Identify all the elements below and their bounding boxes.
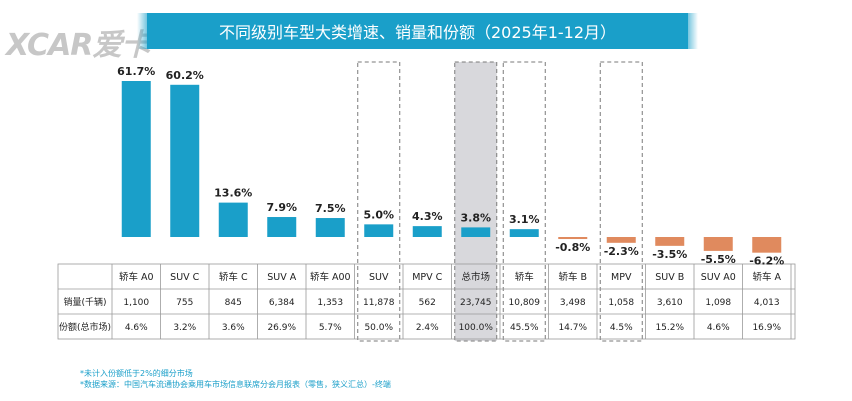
table-border [57,263,796,340]
table-header-cell: SUV B [655,272,684,283]
bar-0 [121,81,151,237]
footnote-source: *数据来源：中国汽车流通协会乘用车市场信息联席分会月报表（零售，狭义汇总）-终端 [80,380,391,389]
table-cell: 755 [176,298,193,308]
data-label-9: -0.8% [555,241,590,254]
bar-6 [412,226,442,237]
bar-10 [606,237,636,243]
table-header-cell: 轿车 A00 [310,271,351,283]
table-cell: 45.5% [510,323,539,333]
table-cell: 50.0% [364,323,393,333]
table-cell: 845 [225,298,242,308]
table-cell: 4.6% [707,323,730,333]
bar-4 [315,218,345,237]
table-header-cell: MPV C [412,272,442,283]
table-cell: 3,610 [657,298,683,308]
table-row-label: 份额(总市场) [59,321,111,333]
table-cell: 562 [419,298,436,308]
table-cell: 16.9% [752,323,781,333]
data-label-7: 3.8% [460,211,491,224]
data-label-6: 4.3% [412,210,443,223]
table-cell: 15.2% [655,323,684,333]
data-label-4: 7.5% [315,202,346,215]
table-cell: 6,384 [269,298,295,308]
table-cell: 11,878 [363,298,395,308]
bar-11 [655,237,685,246]
table-cell: 23,745 [460,298,492,308]
xcar-logo: XCAR爱卡 [6,28,151,63]
chart-title: 不同级别车型大类增速、销量和份额（2025年1-12月） [218,23,617,42]
table-header-cell: MPV [611,272,632,283]
bar-2 [218,202,248,237]
table-cell: 2.4% [416,323,439,333]
table-cell: 4.5% [610,323,633,333]
bar-1 [170,84,200,237]
highlight-box-7 [454,61,498,342]
data-label-3: 7.9% [266,201,297,214]
footnote-share: *未计入份额低于2%的细分市场 [80,369,193,378]
bar-3 [267,217,297,237]
table-cell: 4,013 [754,298,780,308]
table-cell: 1,353 [317,298,343,308]
table-cell: 3.6% [222,323,245,333]
table-row-label: 销量(千辆) [63,296,106,308]
table-header-cell: 轿车 C [219,271,248,283]
bar-9 [558,237,588,240]
table-cell: 100.0% [459,323,494,333]
table-header-cell: 总市场 [461,271,490,283]
data-label-13: -6.2% [749,255,784,268]
highlight-box-8 [502,61,546,342]
table-header-cell: 轿车 [515,271,534,283]
data-label-2: 13.6% [214,187,252,200]
data-label-11: -3.5% [652,248,687,261]
highlight-box-10 [599,61,643,342]
table-cell: 3.2% [173,323,196,333]
highlight-box-5 [357,61,401,342]
data-label-1: 60.2% [166,69,204,82]
table-header-cell: 轿车 A0 [119,271,154,283]
table-cell: 10,809 [509,298,541,308]
table-header-cell: SUV [369,272,389,283]
highlight-layer [357,61,643,342]
bar-7 [461,227,491,237]
table-header-cell: SUV A [267,272,297,283]
footnotes: *未计入份额低于2%的细分市场 *数据来源：中国汽车流通协会乘用车市场信息联席分… [80,368,391,390]
table-cell: 4.6% [125,323,148,333]
table-header-cell: 轿车 B [558,271,587,283]
bar-8 [509,229,539,237]
data-label-0: 61.7% [117,65,155,78]
table-cell: 1,058 [608,298,634,308]
table-header-cell: SUV C [170,272,200,283]
data-label-10: -2.3% [604,245,639,258]
table-header-cell: 轿车 A [752,271,781,283]
bar-5 [364,224,394,237]
chart-title-bar: 不同级别车型大类增速、销量和份额（2025年1-12月） [137,13,698,49]
table-cell: 5.7% [319,323,342,333]
table-header-cell: SUV A0 [701,272,736,283]
table-cell: 26.9% [267,323,296,333]
table-cell: 3,498 [560,298,586,308]
table-cell: 1,100 [123,298,149,308]
data-label-8: 3.1% [509,213,540,226]
bar-12 [703,237,733,251]
data-label-12: -5.5% [701,253,736,266]
table-cell: 14.7% [558,323,587,333]
bar-13 [752,237,782,253]
bar-layer: 61.7% 60.2% 13.6% 7.9% 7.5% 5.0% 4.3% 3.8% 3.1% -… [117,65,784,268]
data-label-5: 5.0% [363,208,394,221]
table-cell: 1,098 [705,298,731,308]
data-table: 轿车 A0 SUV C 轿车 C SUV A 轿车 A00 SUV MPV C 总市场 轿车 轿车… [57,263,796,340]
